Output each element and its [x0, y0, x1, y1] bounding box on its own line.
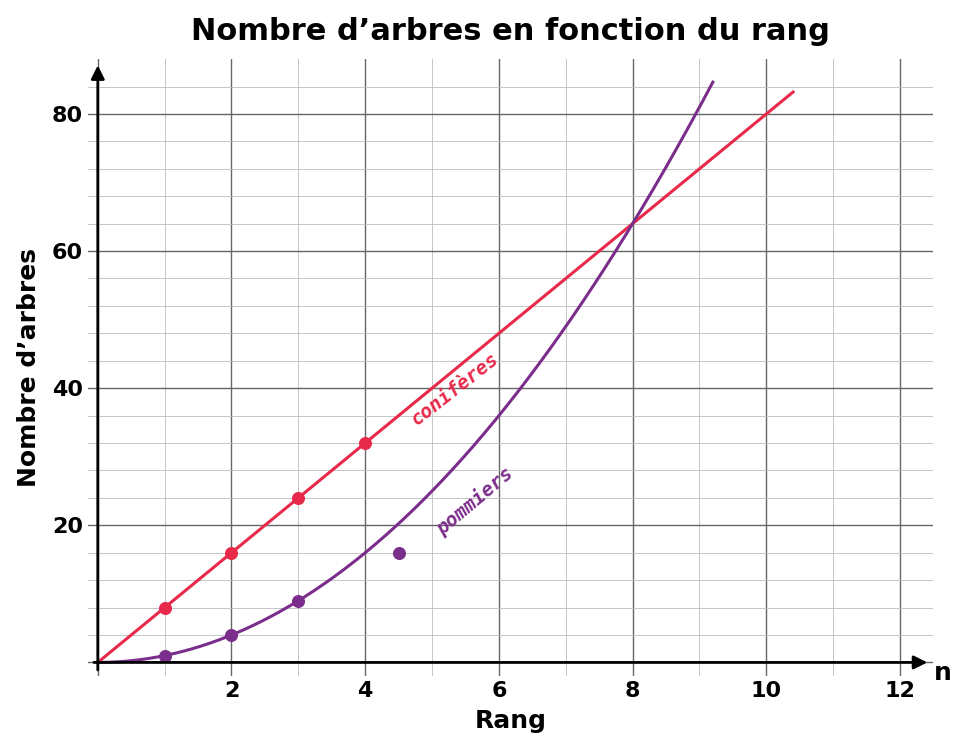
Point [224, 547, 239, 559]
Text: n: n [933, 661, 952, 685]
X-axis label: Rang: Rang [474, 710, 547, 734]
Point [157, 602, 172, 613]
Point [357, 437, 373, 449]
Point [290, 595, 306, 607]
Point [224, 629, 239, 641]
Y-axis label: Nombre d’arbres: Nombre d’arbres [16, 248, 41, 488]
Point [391, 547, 407, 559]
Text: pommiers: pommiers [433, 464, 518, 539]
Point [290, 492, 306, 504]
Point [157, 650, 172, 662]
Title: Nombre d’arbres en fonction du rang: Nombre d’arbres en fonction du rang [191, 16, 830, 46]
Text: conifères: conifères [407, 350, 502, 429]
